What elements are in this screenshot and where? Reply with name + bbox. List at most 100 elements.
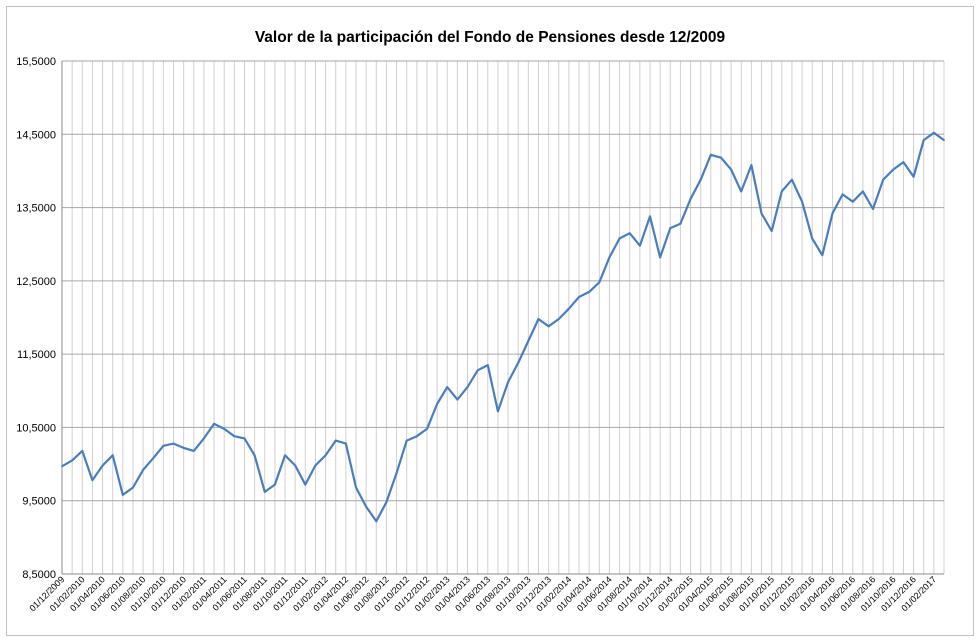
data-point xyxy=(243,437,246,440)
data-point xyxy=(537,318,540,320)
y-tick-label: 13,5000 xyxy=(16,203,56,215)
data-point xyxy=(618,237,621,240)
data-point xyxy=(679,222,682,225)
data-point xyxy=(121,493,124,496)
series-line xyxy=(61,131,945,523)
data-point xyxy=(253,454,256,457)
data-point xyxy=(152,457,155,460)
data-point xyxy=(669,227,672,229)
data-point xyxy=(81,449,84,452)
data-point xyxy=(608,256,611,259)
data-point xyxy=(507,381,509,383)
data-point xyxy=(841,193,844,196)
data-point xyxy=(497,410,499,413)
data-point xyxy=(567,307,570,310)
data-point xyxy=(547,325,550,328)
data-point xyxy=(872,208,874,210)
data-point xyxy=(527,340,530,342)
data-point xyxy=(142,469,145,471)
data-point xyxy=(689,197,692,200)
y-tick-label: 10,5000 xyxy=(16,422,56,434)
data-point xyxy=(649,215,651,218)
data-point xyxy=(892,168,895,171)
data-point xyxy=(294,464,297,467)
data-point xyxy=(405,439,408,442)
y-tick-label: 9,5000 xyxy=(22,496,56,508)
data-point xyxy=(314,464,317,467)
data-point xyxy=(486,364,489,367)
data-point xyxy=(162,444,165,447)
series-group xyxy=(61,131,945,523)
data-point xyxy=(446,386,449,389)
y-tick-label: 8,5000 xyxy=(22,569,56,581)
y-tick-label: 14,5000 xyxy=(16,129,56,141)
data-point xyxy=(557,318,560,320)
data-point xyxy=(304,483,307,486)
data-point xyxy=(203,437,205,440)
data-point xyxy=(943,139,945,142)
data-point xyxy=(71,459,74,462)
chart-title: Valor de la participación del Fondo de P… xyxy=(254,29,726,46)
data-point xyxy=(912,175,915,178)
data-point xyxy=(831,212,834,215)
data-point xyxy=(375,520,378,523)
y-tick-label: 12,5000 xyxy=(16,276,56,288)
data-point xyxy=(821,254,824,257)
horizontal-gridlines xyxy=(62,60,944,575)
data-point xyxy=(213,422,215,425)
axes xyxy=(61,61,944,575)
data-point xyxy=(223,427,226,430)
data-point xyxy=(334,439,337,442)
data-point xyxy=(273,483,276,486)
data-point xyxy=(750,164,753,166)
data-point xyxy=(932,131,935,134)
data-point xyxy=(882,178,885,181)
data-point xyxy=(922,139,925,142)
data-point xyxy=(791,178,793,181)
data-point xyxy=(770,230,773,232)
data-point xyxy=(263,491,266,493)
data-point xyxy=(172,442,175,445)
data-point xyxy=(385,501,388,504)
data-point xyxy=(740,190,743,193)
data-point xyxy=(628,232,631,235)
data-point xyxy=(355,486,357,489)
data-point xyxy=(730,168,733,171)
data-point xyxy=(284,454,286,457)
data-point xyxy=(902,161,905,164)
data-point xyxy=(598,281,601,284)
data-point xyxy=(233,435,236,438)
data-point xyxy=(436,403,439,405)
vertical-gridlines xyxy=(61,61,945,574)
data-point xyxy=(111,454,114,457)
data-point xyxy=(365,505,368,508)
data-point xyxy=(456,398,459,401)
data-point xyxy=(588,290,591,293)
data-point xyxy=(861,190,864,193)
data-point xyxy=(476,369,479,372)
data-point xyxy=(344,442,347,445)
data-point xyxy=(811,237,814,240)
data-point xyxy=(192,449,195,452)
data-point xyxy=(517,362,520,364)
data-point xyxy=(709,153,712,156)
data-point xyxy=(91,479,94,482)
data-point xyxy=(395,471,398,474)
data-point xyxy=(101,464,104,467)
data-point xyxy=(720,156,722,159)
y-tick-label: 11,5000 xyxy=(17,349,56,361)
data-point xyxy=(699,178,702,181)
data-point xyxy=(132,486,134,489)
data-point xyxy=(61,465,63,468)
data-point xyxy=(801,200,803,203)
data-point xyxy=(578,296,580,298)
data-point xyxy=(426,427,428,430)
data-point xyxy=(659,256,662,259)
data-point xyxy=(466,386,469,389)
data-point xyxy=(324,454,327,457)
y-tick-label: 15,5000 xyxy=(16,56,56,68)
data-point xyxy=(760,212,763,215)
data-point xyxy=(780,190,783,193)
data-point xyxy=(638,244,641,247)
x-tick-labels: 01/12/200901/02/201001/04/201001/06/2010… xyxy=(27,574,938,613)
